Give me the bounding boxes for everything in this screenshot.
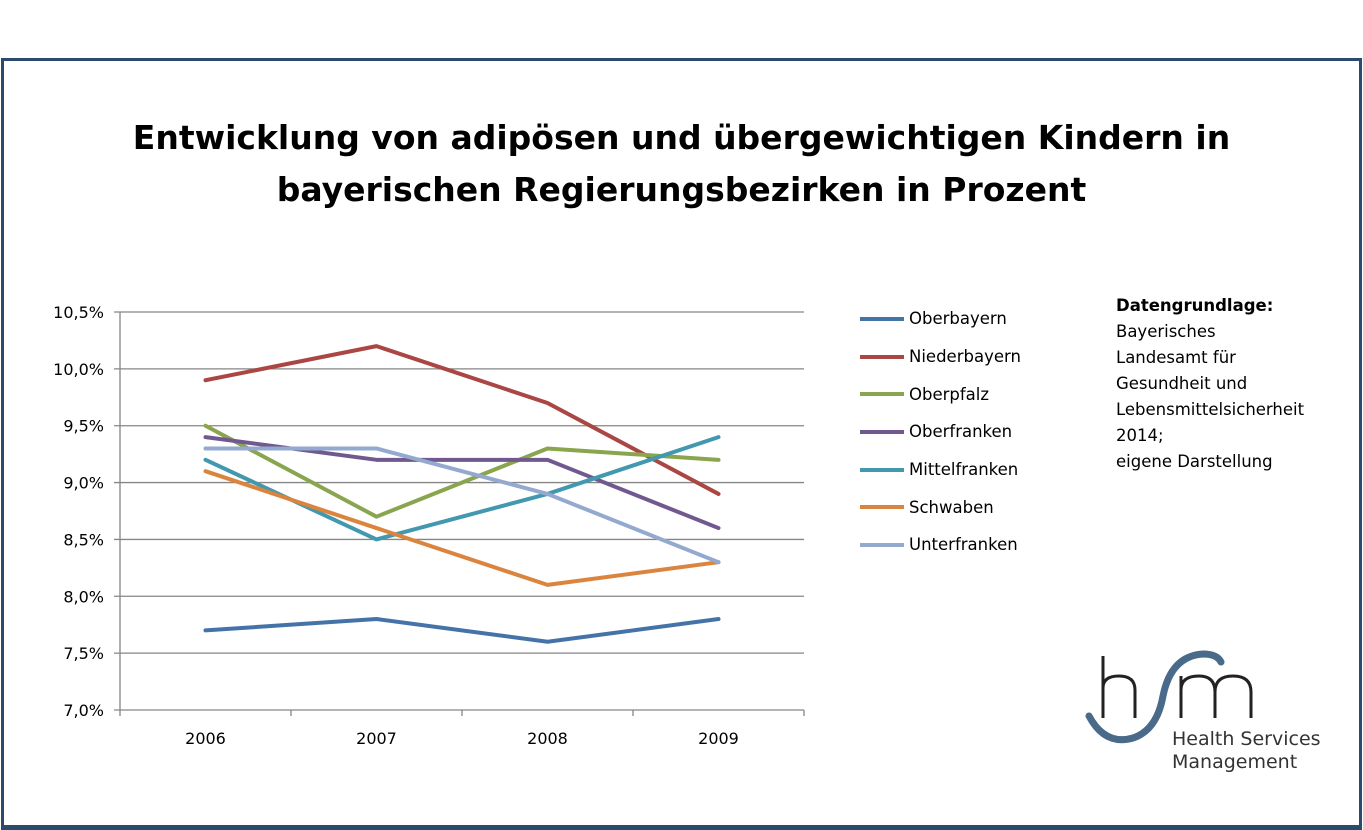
source-line-2: Landesamt für (1116, 348, 1236, 367)
series-line-unterfranken (203, 446, 721, 565)
legend-label: Unterfranken (909, 535, 1018, 555)
chart-title-line-1: Entwicklung von adipösen und übergewicht… (132, 118, 1231, 157)
x-tick-label-2009: 2009 (698, 729, 739, 748)
legend-swatch (860, 392, 904, 397)
series-line-oberbayern (203, 617, 721, 644)
chart-title-line-2: bayerischen Regierungsbezirken in Prozen… (276, 170, 1087, 209)
source-line-6: eigene Darstellung (1116, 452, 1273, 471)
x-tick-label-2007: 2007 (356, 729, 397, 748)
legend-item-oberfranken: Oberfranken (860, 413, 1021, 451)
legend-item-oberpfalz: Oberpfalz (860, 375, 1021, 413)
legend-item-mittelfranken: Mittelfranken (860, 451, 1021, 489)
y-tick-label: 9,0% (63, 474, 104, 493)
chart-legend: Oberbayern Niederbayern Oberpfalz Oberfrank… (860, 300, 1021, 564)
chart-title: Entwicklung von adipösen und übergewicht… (0, 112, 1363, 216)
y-tick-label: 7,5% (63, 644, 104, 663)
legend-swatch (860, 354, 904, 359)
legend-item-niederbayern: Niederbayern (860, 338, 1021, 376)
chart-frame (1, 58, 1362, 830)
legend-item-unterfranken: Unterfranken (860, 526, 1021, 564)
source-line-3: Gesundheit und (1116, 374, 1248, 393)
y-tick-label: 10,0% (53, 360, 104, 379)
legend-swatch (860, 316, 904, 321)
y-tick-label: 8,5% (63, 530, 104, 549)
source-line-5: 2014; (1116, 426, 1164, 445)
hsm-logo-icon (1085, 650, 1253, 744)
source-line-1: Bayerisches (1116, 322, 1216, 341)
legend-label: Schwaben (909, 497, 994, 517)
y-tick-label: 7,0% (63, 701, 104, 720)
legend-label: Mittelfranken (909, 460, 1019, 480)
series-line-schwaben (203, 469, 721, 587)
legend-swatch (860, 542, 904, 547)
legend-label: Niederbayern (909, 347, 1021, 367)
x-tick-label-2008: 2008 (527, 729, 568, 748)
legend-item-schwaben: Schwaben (860, 488, 1021, 526)
legend-label: Oberbayern (909, 309, 1007, 329)
legend-item-oberbayern: Oberbayern (860, 300, 1021, 338)
x-tick-label-2006: 2006 (185, 729, 226, 748)
source-note: Datengrundlage: Bayerisches Landesamt fü… (1116, 293, 1356, 475)
y-tick-label: 9,5% (63, 417, 104, 436)
legend-label: Oberfranken (909, 422, 1013, 442)
series-line-oberpfalz (203, 423, 721, 519)
logo-text-line-2: Management (1172, 751, 1298, 773)
legend-swatch (860, 467, 904, 472)
source-heading: Datengrundlage: (1116, 296, 1274, 315)
legend-label: Oberpfalz (909, 384, 990, 404)
logo-text: Health Services Management (1172, 728, 1321, 774)
series-line-niederbayern (203, 344, 721, 496)
y-tick-label: 10,5% (53, 303, 104, 322)
source-line-4: Lebensmittelsicherheit (1116, 400, 1305, 419)
y-tick-label: 8,0% (63, 587, 104, 606)
legend-swatch (860, 429, 904, 434)
logo-text-line-1: Health Services (1172, 728, 1321, 750)
legend-swatch (860, 505, 904, 510)
